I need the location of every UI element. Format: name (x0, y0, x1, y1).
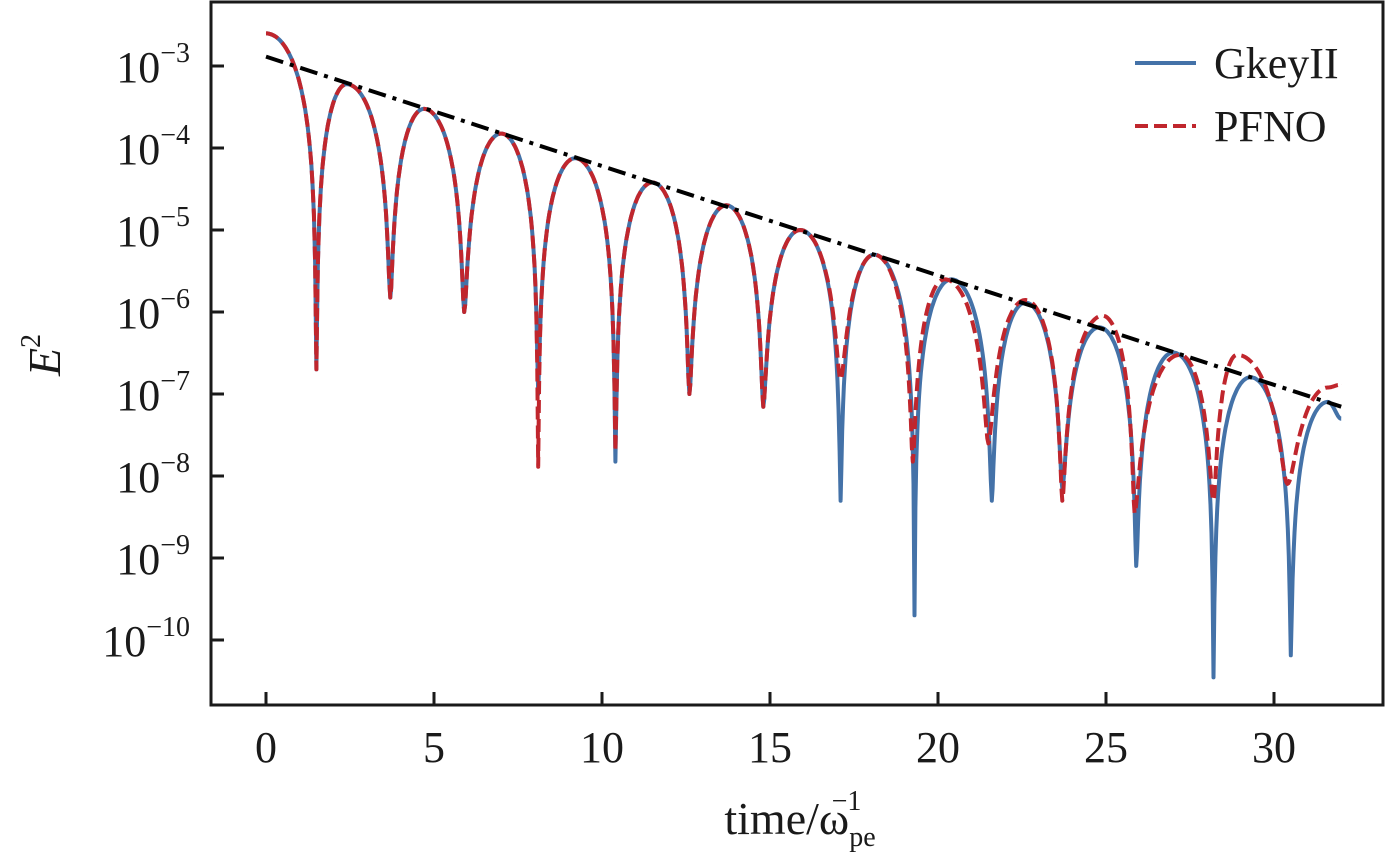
y-tick-exponent: −7 (160, 366, 190, 397)
x-tick-label: 25 (1084, 723, 1128, 772)
y-tick-base: 10 (116, 207, 160, 256)
ticks: 0 5 10 15 20 25 3010−310−410−510−610−710−810−9… (102, 38, 1296, 772)
y-tick-exponent: −4 (160, 120, 190, 151)
x-tick-label: 0 (255, 723, 277, 772)
legend: GkeyII PFNO (1135, 39, 1339, 151)
series-pfno-line (265, 31, 1343, 516)
y-tick-label: 10−8 (116, 448, 190, 502)
plot-frame (209, 0, 1385, 707)
y-tick-label: 10−3 (116, 38, 190, 92)
y-axis-label-sup: 2 (16, 334, 47, 348)
y-axis-label-base: E (19, 348, 70, 377)
y-tick-label: 10−10 (102, 612, 190, 666)
x-tick-label: 5 (423, 723, 445, 772)
y-tick-base: 10 (116, 125, 160, 174)
y-axis-label: E2 (16, 334, 70, 377)
y-tick-label: 10−6 (116, 284, 190, 338)
y-tick-base: 10 (116, 453, 160, 502)
y-tick-base: 10 (116, 535, 160, 584)
x-tick-label: 10 (580, 723, 624, 772)
x-tick-label: 20 (916, 723, 960, 772)
y-tick-exponent: −3 (160, 38, 190, 69)
x-tick-label: 15 (748, 723, 792, 772)
y-tick-exponent: −9 (160, 530, 190, 561)
x-axis-label-base: time/ω (724, 793, 849, 844)
y-tick-exponent: −8 (160, 448, 190, 479)
x-axis-label-sub: pe (849, 822, 875, 853)
y-tick-base: 10 (102, 617, 146, 666)
y-tick-base: 10 (116, 289, 160, 338)
y-tick-label: 10−5 (116, 202, 190, 256)
y-tick-label: 10−7 (116, 366, 190, 420)
y-tick-exponent: −6 (160, 284, 190, 315)
y-tick-exponent: −5 (160, 202, 190, 233)
y-tick-label: 10−4 (116, 120, 190, 174)
y-tick-base: 10 (116, 371, 160, 420)
y-tick-exponent: −10 (146, 612, 190, 643)
data-layer (265, 31, 1343, 680)
series-damping-fit-line (265, 54, 1342, 409)
y-tick-base: 10 (116, 43, 160, 92)
x-axis-label: time/ωpe −1 (724, 786, 875, 853)
y-tick-label: 10−9 (116, 530, 190, 584)
legend-label-gkeyii: GkeyII (1214, 39, 1339, 88)
legend-label-pfno: PFNO (1214, 102, 1327, 151)
x-axis-label-sup: −1 (832, 786, 862, 817)
x-tick-label: 30 (1252, 723, 1296, 772)
